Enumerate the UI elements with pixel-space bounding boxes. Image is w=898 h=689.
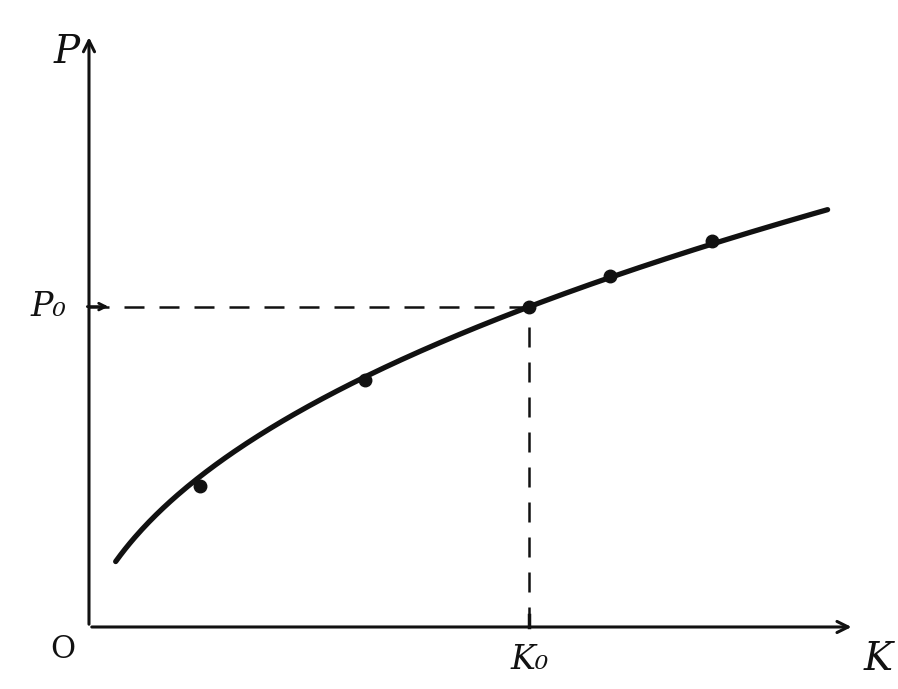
Text: P: P — [54, 34, 80, 72]
Text: K: K — [863, 641, 893, 678]
Text: K₀: K₀ — [510, 644, 549, 676]
Text: O: O — [50, 634, 75, 665]
Text: P₀: P₀ — [31, 291, 66, 322]
